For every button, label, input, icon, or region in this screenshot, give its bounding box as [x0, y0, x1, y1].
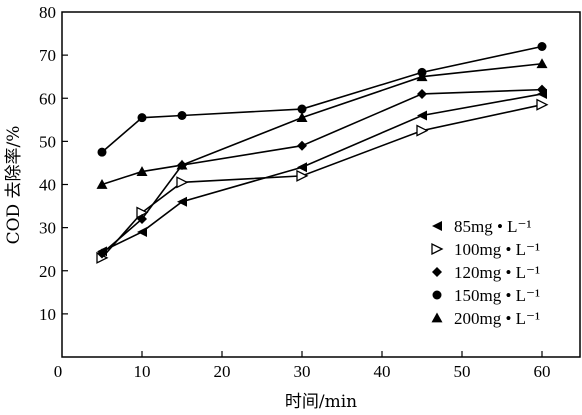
y-tick-label: 80	[39, 3, 56, 22]
data-point-series-1	[137, 226, 147, 237]
series-lines	[101, 45, 543, 259]
legend-label-2: 100mg • L⁻¹	[454, 240, 540, 259]
legend-marker-2	[431, 242, 444, 256]
data-point-series-4	[97, 147, 107, 157]
data-point-series-5	[96, 179, 108, 189]
data-point-series-2	[296, 169, 309, 182]
x-tick-label: 0	[54, 362, 63, 381]
axis-ticks: 0 10 20 30 40 50 60 10 20 30 40 50 60 70 80	[39, 3, 551, 381]
x-tick-label: 40	[374, 362, 391, 381]
legend-marker-4	[432, 290, 442, 300]
data-point-series-1	[177, 196, 187, 207]
y-tick-label: 10	[39, 305, 56, 324]
data-point-series-5	[536, 58, 548, 69]
legend-marker-3	[432, 267, 442, 277]
y-tick-label: 50	[39, 132, 56, 151]
data-point-series-4	[177, 111, 187, 120]
data-point-series-1	[297, 162, 307, 173]
series-line-4	[101, 45, 543, 153]
y-tick-label: 20	[39, 262, 56, 281]
series-markers	[96, 42, 549, 264]
data-point-series-5	[136, 166, 148, 176]
data-point-series-2	[416, 124, 429, 137]
x-tick-label: 60	[534, 362, 551, 381]
x-tick-label: 30	[294, 362, 311, 381]
data-point-series-5	[176, 159, 188, 170]
data-point-series-5	[416, 71, 428, 82]
legend-marker-1	[432, 221, 442, 231]
y-tick-label: 70	[39, 46, 56, 65]
y-tick-label: 30	[39, 219, 56, 238]
x-tick-label: 20	[214, 362, 231, 381]
plot-frame	[61, 11, 581, 358]
series-line-1	[101, 93, 543, 253]
data-point-series-4	[137, 113, 147, 123]
data-point-series-2	[536, 98, 549, 111]
y-tick-label: 40	[39, 176, 56, 195]
x-tick-label: 50	[454, 362, 471, 381]
legend-label-4: 150mg • L⁻¹	[454, 286, 540, 305]
legend-label-3: 120mg • L⁻¹	[454, 263, 540, 282]
legend-marker-5	[431, 312, 443, 323]
data-point-series-4	[537, 42, 547, 51]
legend-label-5: 200mg • L⁻¹	[454, 309, 540, 328]
legend-label-1: 85mg • L⁻¹	[454, 217, 532, 236]
data-point-series-2	[176, 176, 189, 189]
data-point-series-4	[297, 104, 307, 114]
data-point-series-1	[417, 110, 427, 121]
y-axis-title: COD 去除率/%	[4, 126, 24, 245]
y-tick-label: 60	[39, 89, 56, 108]
series-line-3	[101, 88, 543, 255]
legend: 85mg • L⁻¹ 100mg • L⁻¹ 120mg • L⁻¹ 150mg • …	[431, 217, 540, 328]
series-line-2	[101, 103, 543, 259]
data-point-series-3	[297, 140, 307, 151]
data-point-series-5	[296, 112, 308, 123]
data-point-series-3	[137, 214, 147, 224]
x-tick-label: 10	[134, 362, 151, 381]
x-axis-title: 时间/min	[285, 392, 357, 412]
data-point-series-3	[537, 84, 547, 95]
data-point-series-3	[417, 88, 427, 99]
series-line-5	[101, 62, 543, 186]
data-point-series-3	[97, 248, 107, 259]
